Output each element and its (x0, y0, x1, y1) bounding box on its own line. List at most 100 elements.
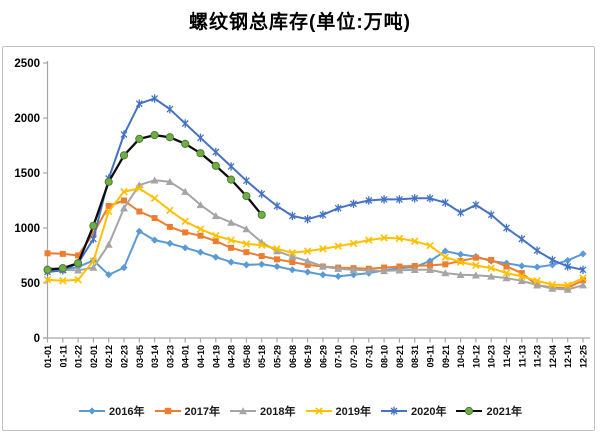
marker-diamond (120, 264, 128, 272)
marker-diamond (166, 239, 174, 247)
marker-star (319, 210, 327, 219)
marker-square (136, 208, 143, 215)
marker-diamond (273, 262, 281, 271)
marker-square (411, 262, 418, 269)
marker-x (487, 264, 495, 272)
x-tick-label: 08-31 (410, 345, 420, 368)
marker-triangle (364, 266, 373, 274)
marker-square (44, 250, 51, 257)
series-line-2016年 (46, 230, 584, 278)
marker-triangle (441, 269, 450, 277)
marker-x (349, 239, 358, 248)
marker-circle (196, 149, 205, 158)
legend-marker (314, 407, 323, 415)
marker-triangle (563, 285, 572, 293)
x-tick-label: 02-12 (104, 345, 114, 368)
marker-triangle (196, 201, 205, 209)
x-tick-label: 03-23 (165, 345, 175, 368)
x-tick-label: 02-01 (89, 345, 99, 368)
marker-star (181, 119, 189, 128)
marker-x (410, 237, 419, 245)
x-tick-label: 08-10 (380, 345, 390, 368)
marker-star (89, 234, 97, 244)
legend-label: 2019年 (335, 406, 371, 418)
legend-marker (390, 406, 398, 416)
legend-item-2020年: 2020年 (380, 403, 446, 419)
marker-x (43, 275, 52, 284)
marker-square (274, 256, 280, 263)
x-tick-label: 07-10 (334, 345, 344, 368)
marker-square (258, 253, 265, 260)
legend-swatch (79, 407, 106, 415)
marker-x (502, 269, 511, 277)
marker-x (472, 261, 480, 270)
marker-square (472, 254, 479, 261)
marker-triangle (273, 247, 281, 255)
marker-x (74, 275, 82, 284)
marker-circle (150, 130, 159, 140)
x-tick-label: 11-13 (517, 345, 527, 368)
marker-x (181, 217, 189, 226)
marker-triangle (487, 272, 496, 280)
marker-triangle (548, 284, 557, 292)
marker-triangle (165, 178, 174, 185)
marker-x (518, 272, 526, 281)
x-tick-label: 09-11 (426, 345, 436, 368)
x-tick-label: 04-01 (181, 345, 191, 368)
marker-square (243, 249, 250, 256)
marker-triangle (120, 204, 128, 212)
marker-star (441, 198, 449, 207)
marker-x (563, 281, 572, 289)
legend-swatch (380, 406, 407, 416)
legend-item-2021年: 2021年 (455, 403, 522, 419)
marker-star (533, 246, 541, 255)
x-tick-label: 10-12 (471, 345, 481, 368)
y-tick-label: 2500 (14, 58, 40, 70)
marker-diamond (258, 260, 266, 268)
marker-star (166, 105, 174, 114)
marker-square (518, 270, 525, 277)
marker-star (227, 162, 235, 171)
marker-triangle (181, 187, 190, 195)
marker-triangle (426, 266, 434, 273)
marker-x (395, 234, 404, 243)
marker-star (457, 208, 465, 217)
marker-x (227, 236, 235, 244)
marker-square (503, 263, 510, 270)
marker-triangle (74, 266, 83, 274)
marker-star (151, 94, 159, 103)
marker-triangle (104, 240, 113, 248)
marker-x (288, 248, 297, 257)
marker-diamond (304, 268, 312, 276)
marker-star (426, 194, 434, 203)
marker-star (304, 215, 312, 224)
marker-triangle (502, 274, 511, 282)
legend-swatch (456, 406, 483, 416)
marker-circle (89, 221, 98, 230)
marker-x (365, 236, 373, 244)
marker-diamond (548, 261, 556, 269)
legend-item-2017年: 2017年 (154, 403, 220, 419)
legend-swatch (230, 407, 257, 415)
marker-star (487, 210, 495, 219)
marker-triangle (318, 262, 327, 270)
marker-x (533, 277, 541, 285)
series-line-2017年 (46, 199, 584, 289)
marker-x (120, 187, 128, 196)
x-tick-label: 03-14 (150, 345, 160, 368)
marker-square (151, 215, 158, 222)
marker-diamond (564, 256, 572, 265)
marker-x (150, 194, 159, 203)
marker-x (380, 234, 388, 242)
marker-circle (43, 265, 52, 274)
series-line-2020年 (46, 97, 584, 273)
x-tick-label: 04-10 (196, 345, 206, 368)
marker-triangle (89, 263, 98, 271)
marker-diamond (518, 262, 526, 270)
marker-star (395, 195, 403, 204)
x-tick-label: 05-18 (257, 345, 267, 368)
marker-square (212, 238, 219, 245)
marker-square (442, 261, 449, 268)
page-title: 螺纹钢总库存(单位:万吨) (189, 12, 411, 33)
legend-swatch (154, 407, 181, 415)
